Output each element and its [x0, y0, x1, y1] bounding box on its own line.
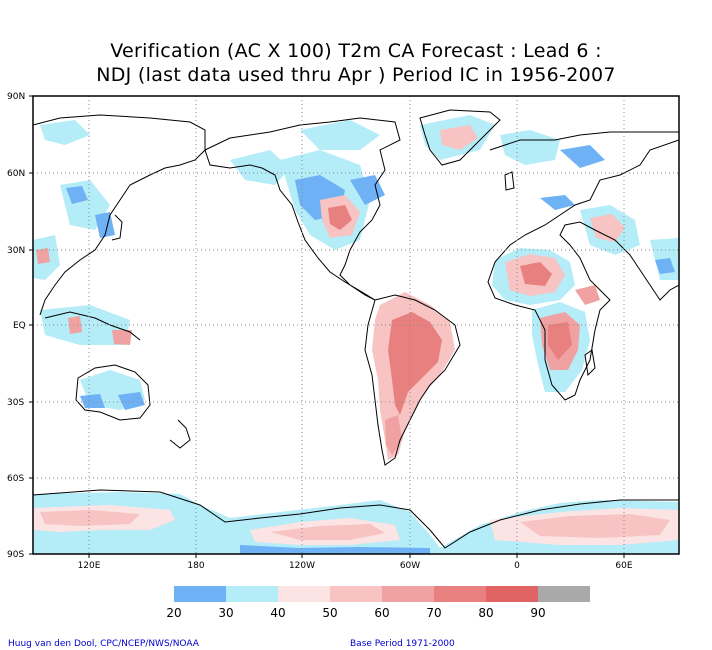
lat-label-60n: 60N [7, 169, 25, 179]
legend-label: 60 [374, 606, 389, 620]
lon-label-60e: 60E [615, 561, 632, 571]
legend-swatch [174, 586, 226, 602]
map-title-line-2: NDJ (last data used thru Apr ) Period IC… [96, 64, 616, 86]
europe-shading [560, 145, 605, 168]
australia-coast [75, 364, 151, 421]
legend-swatch [226, 586, 278, 602]
europe-africa-coast [487, 131, 679, 401]
arctic-canada-shading [300, 120, 380, 150]
lon-label-60w: 60W [400, 561, 420, 571]
map-title-line-1: Verification (AC X 100) T2m CA Forecast … [110, 40, 602, 62]
lat-label-eq: EQ [13, 321, 26, 331]
lat-label-60s: 60S [7, 474, 24, 484]
siberia-shading [40, 120, 90, 145]
tick-marks [29, 95, 625, 558]
east-asia-shading [95, 212, 115, 238]
asia-shading [590, 214, 625, 242]
lon-label-120w: 120W [289, 561, 315, 571]
legend-label: 40 [270, 606, 285, 620]
greenland-shading [440, 125, 478, 150]
legend-label: 80 [478, 606, 493, 620]
africa-shading [520, 262, 552, 286]
north-america-shading [328, 205, 352, 230]
author-credit: Huug van den Dool, CPC/NCEP/NWS/NOAA [8, 639, 199, 649]
lon-label-0: 0 [514, 561, 520, 571]
legend-label: 70 [426, 606, 441, 620]
legend-swatch [486, 586, 538, 602]
north-america-coast [204, 117, 401, 301]
indonesia-coast [44, 311, 141, 341]
europe-shading [500, 130, 560, 165]
legend-label: 50 [322, 606, 337, 620]
antarctica-shading-inner [270, 524, 385, 540]
antarctica-shading-inner [520, 514, 670, 538]
legend-swatch [382, 586, 434, 602]
east-asia-shading [36, 248, 50, 264]
south-america-shading [385, 415, 402, 455]
japan-coast [111, 214, 123, 241]
legend-label: 20 [166, 606, 181, 620]
asia-coast [33, 114, 206, 316]
east-asia-shading [66, 186, 88, 204]
lon-label-180: 180 [187, 561, 204, 571]
africa-shading [548, 322, 572, 360]
legend-swatch [278, 586, 330, 602]
legend-swatch [330, 586, 382, 602]
lon-label-120e: 120E [78, 561, 101, 571]
africa-shading [575, 285, 600, 305]
indonesia-shading [112, 330, 132, 345]
europe-shading [540, 195, 575, 210]
madagascar-coast [584, 349, 596, 377]
indonesia-shading [68, 316, 82, 334]
antarctica-blue [240, 545, 430, 554]
legend-label: 90 [530, 606, 545, 620]
legend-label: 30 [218, 606, 233, 620]
legend-swatch [538, 586, 590, 602]
new-zealand-coast [169, 419, 191, 449]
antarctica-shading-inner [40, 510, 140, 526]
lat-label-90n: 90N [7, 92, 25, 102]
color-legend: 20 30 40 50 60 70 80 90 [166, 586, 590, 620]
lat-label-90s: 90S [7, 550, 24, 560]
lat-label-30s: 30S [7, 398, 24, 408]
shading-layer [33, 115, 679, 554]
coastlines [33, 109, 679, 549]
legend-swatch [434, 586, 486, 602]
antarctica-coast [33, 489, 679, 549]
south-america-coast [364, 294, 461, 466]
south-america-shading [388, 312, 442, 415]
lat-label-30n: 30N [7, 246, 25, 256]
asia-shading [655, 258, 675, 274]
base-period-note: Base Period 1971-2000 [350, 639, 455, 649]
australia-shading [80, 394, 105, 408]
graticule [33, 96, 679, 554]
greenland-coast [419, 109, 501, 166]
australia-shading [118, 392, 145, 410]
